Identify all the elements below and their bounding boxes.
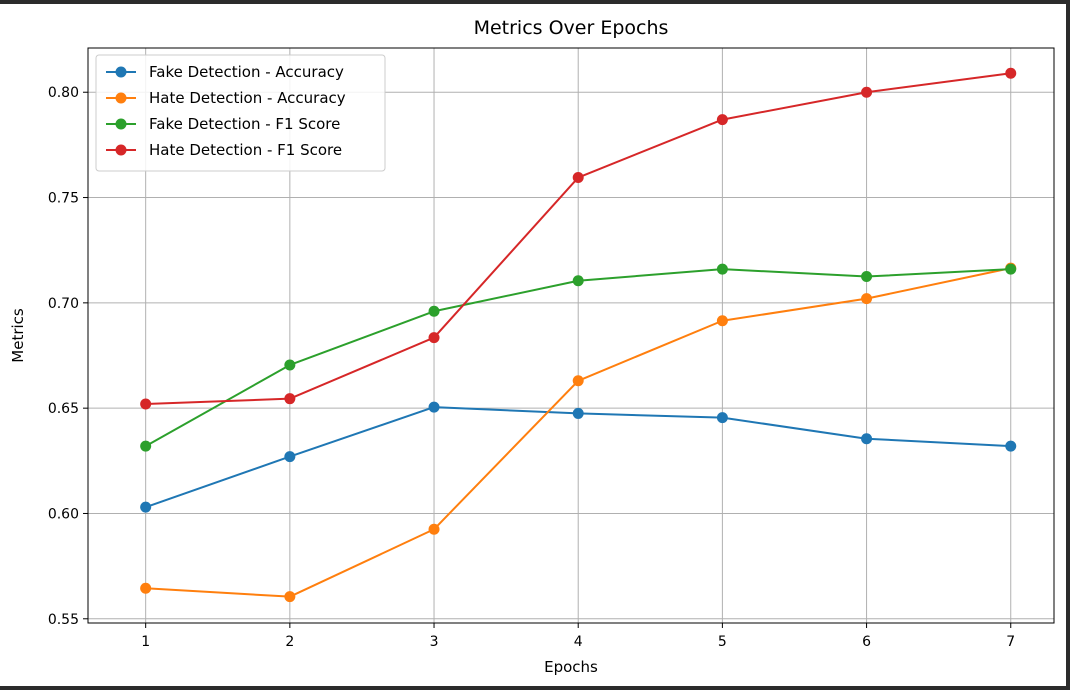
data-point: [861, 271, 873, 283]
data-point: [1005, 440, 1017, 452]
data-point: [861, 433, 873, 445]
y-tick-label: 0.75: [48, 191, 79, 207]
data-point: [572, 407, 584, 419]
legend-item: Fake Detection - Accuracy: [106, 63, 344, 81]
x-tick-label: 6: [862, 634, 871, 650]
data-point: [428, 332, 440, 344]
data-point: [572, 275, 584, 287]
y-tick-label: 0.70: [48, 296, 79, 312]
legend-item: Fake Detection - F1 Score: [106, 115, 340, 133]
legend-swatch-marker: [115, 66, 127, 78]
y-tick-label: 0.80: [48, 85, 79, 101]
x-tick-label: 1: [141, 634, 150, 650]
legend-label: Hate Detection - Accuracy: [149, 89, 346, 107]
data-point: [428, 401, 440, 413]
chart-title: Metrics Over Epochs: [474, 17, 669, 39]
y-tick-label: 0.65: [48, 401, 79, 417]
line-chart: 1 2 3 4 5 6 7 0.55 0.60 0.65 0.70 0.75 0.80 Metrics …: [9, 17, 1055, 676]
data-point: [284, 393, 296, 405]
data-point: [572, 172, 584, 184]
x-tick-label: 2: [285, 634, 294, 650]
legend-label: Fake Detection - F1 Score: [149, 115, 340, 133]
legend: Fake Detection - Accuracy Hate Detection …: [95, 54, 386, 172]
chart-figure: 1 2 3 4 5 6 7 0.55 0.60 0.65 0.70 0.75 0.80 Metrics …: [0, 4, 1066, 686]
data-point: [140, 582, 152, 594]
data-point: [1005, 263, 1017, 275]
data-point: [861, 86, 873, 98]
data-point: [284, 359, 296, 371]
series-0: [140, 401, 1017, 513]
data-point: [140, 398, 152, 410]
axes: 1 2 3 4 5 6 7 0.55 0.60 0.65 0.70 0.75 0.80: [48, 85, 1015, 650]
data-point: [284, 451, 296, 463]
x-tick-label: 3: [430, 634, 439, 650]
legend-swatch-marker: [115, 144, 127, 156]
data-point: [1005, 67, 1017, 79]
x-tick-label: 5: [718, 634, 727, 650]
legend-swatch-marker: [115, 92, 127, 104]
data-point: [428, 305, 440, 317]
series-layer: [140, 67, 1017, 603]
legend-item: Hate Detection - Accuracy: [106, 89, 346, 107]
data-point: [716, 263, 728, 275]
plot-area-frame: [87, 47, 1055, 624]
series-2: [140, 263, 1017, 452]
data-point: [140, 501, 152, 513]
x-axis-label: Epochs: [544, 658, 598, 676]
legend-item: Hate Detection - F1 Score: [106, 141, 342, 159]
series-3: [140, 67, 1017, 410]
y-tick-label: 0.55: [48, 612, 79, 628]
data-point: [716, 315, 728, 327]
y-tick-label: 0.60: [48, 506, 79, 522]
data-point: [428, 523, 440, 535]
data-point: [140, 440, 152, 452]
data-point: [572, 375, 584, 387]
y-axis-label: Metrics: [9, 308, 27, 363]
data-point: [716, 412, 728, 424]
data-point: [716, 114, 728, 126]
legend-box: [95, 54, 386, 172]
x-tick-label: 4: [574, 634, 583, 650]
legend-label: Hate Detection - F1 Score: [149, 141, 342, 159]
legend-label: Fake Detection - Accuracy: [149, 63, 344, 81]
x-tick-label: 7: [1006, 634, 1015, 650]
data-point: [861, 293, 873, 305]
data-point: [284, 591, 296, 603]
legend-swatch-marker: [115, 118, 127, 130]
grid: [88, 48, 1054, 623]
